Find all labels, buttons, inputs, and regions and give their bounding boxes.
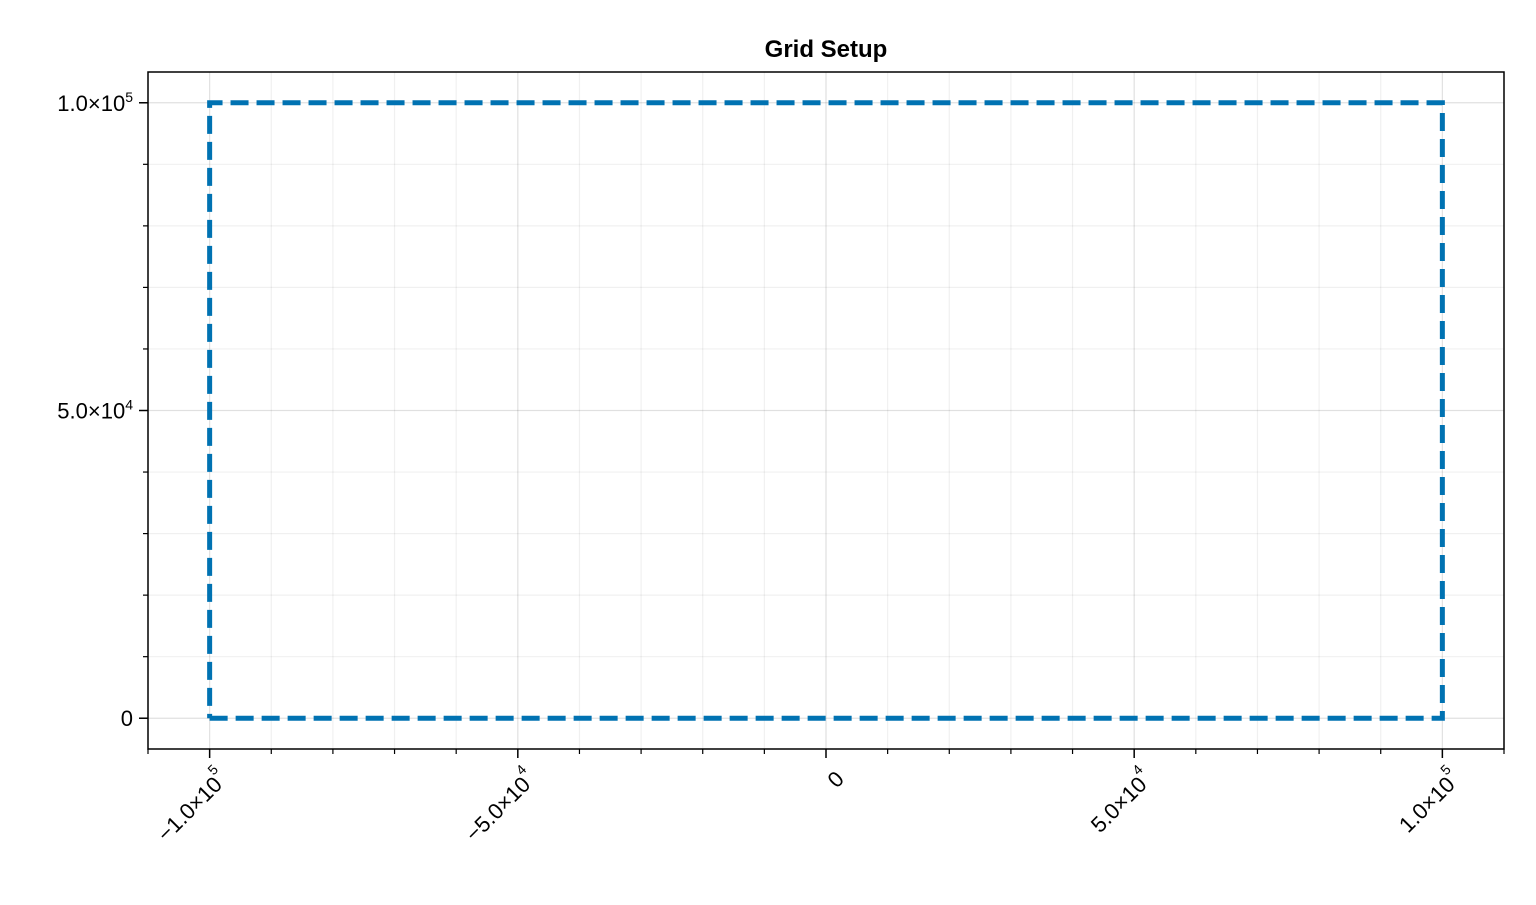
y-tick-label: 5.0×104	[57, 397, 133, 424]
x-tick-label: −5.0×104	[456, 761, 541, 846]
x-tick-label: 5.0×104	[1081, 761, 1157, 837]
y-tick-mantissa: 0	[121, 706, 133, 731]
y-tick-exponent: 5	[125, 89, 133, 105]
x-tick-mantissa: −5.0×10	[460, 772, 535, 847]
x-tick-label: 1.0×105	[1389, 761, 1465, 837]
series-line-0	[207, 100, 1445, 721]
x-tick-label: 0	[823, 766, 849, 792]
y-tick-mantissa: 1.0×10	[57, 91, 125, 116]
series-layer	[207, 100, 1445, 721]
x-tick-mantissa: 0	[823, 766, 849, 792]
grid-layer	[147, 72, 1505, 749]
x-tick-mantissa: 1.0×10	[1394, 772, 1460, 838]
x-tick-mantissa: −1.0×10	[152, 772, 227, 847]
chart-title: Grid Setup	[765, 36, 888, 63]
y-tick-exponent: 4	[125, 397, 133, 413]
y-tick-mantissa: 5.0×10	[57, 399, 125, 424]
ticks-layer: −1.0×105−5.0×104 0 5.0×1041.0×10505.0×1041…	[57, 89, 1505, 846]
y-tick-label: 1.0×105	[57, 89, 133, 116]
x-tick-label: −1.0×105	[148, 761, 233, 846]
y-tick-label: 0	[121, 706, 133, 731]
x-tick-mantissa: 5.0×10	[1086, 772, 1152, 838]
